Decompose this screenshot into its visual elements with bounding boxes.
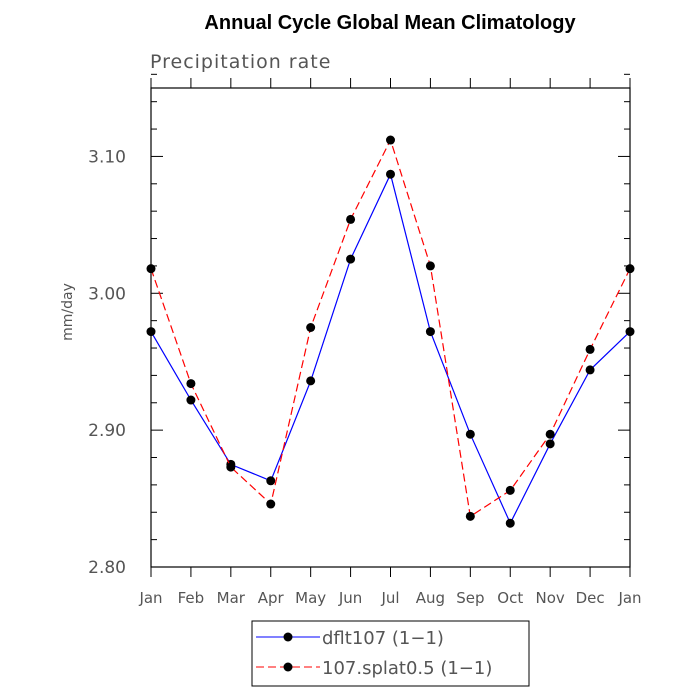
series-1-point [146, 264, 156, 274]
series-1-point [186, 379, 196, 389]
series-1-point [505, 485, 515, 495]
series-0-point [306, 376, 316, 386]
x-tick-label: Aug [416, 589, 445, 607]
y-axis-label: mm/day [60, 283, 76, 341]
legend: dflt107 (1−1) 107.splat0.5 (1−1) [251, 620, 530, 687]
series-0-point [465, 429, 475, 439]
series-1-point [226, 462, 236, 472]
y-tick-label: 2.90 [88, 421, 126, 441]
series-line-0 [150, 172, 631, 525]
legend-label-dflt107: dflt107 (1−1) [322, 628, 444, 649]
legend-box [251, 620, 530, 687]
series-0-point [545, 439, 555, 449]
series-1-point [386, 135, 395, 145]
series-0-point [266, 476, 276, 486]
series-1-point [465, 511, 475, 521]
y-tick-label: 2.80 [88, 558, 126, 578]
series-1-point [425, 261, 435, 271]
series-1-point [625, 264, 635, 274]
x-tick-label: Jan [138, 589, 162, 607]
x-tick-label: Sep [456, 589, 484, 607]
series-1-point [266, 499, 276, 509]
series-0-point [146, 327, 156, 337]
plot-frame [150, 87, 631, 568]
x-tick-label: Feb [178, 589, 205, 607]
x-tick-label: Dec [576, 589, 605, 607]
chart-subtitle: Precipitation rate [150, 51, 331, 73]
x-tick-label: Jan [617, 589, 641, 607]
series-line-1 [150, 138, 631, 518]
series-0-point [346, 254, 356, 264]
series-1-point [545, 429, 555, 439]
series-1-point [306, 323, 316, 332]
axis-ticks [150, 73, 631, 577]
legend-label-splat: 107.splat0.5 (1−1) [322, 658, 492, 679]
chart-title: Annual Cycle Global Mean Climatology [204, 12, 576, 34]
x-tick-label: Apr [258, 589, 285, 607]
x-tick-label: May [295, 589, 326, 607]
series-0-point [505, 518, 515, 528]
x-tick-labels: Jan Feb Mar Apr May Jun Jul Aug Sep Oct Nov Dec Jan [138, 589, 641, 607]
x-tick-label: Mar [217, 589, 246, 607]
series-0-point [386, 169, 395, 179]
series-0-point [186, 395, 196, 405]
series-0-point [585, 365, 595, 375]
x-tick-label: Oct [497, 589, 523, 607]
y-tick-label: 3.00 [88, 284, 126, 304]
legend-marker-splat [283, 662, 293, 672]
series-1-point [585, 344, 595, 354]
legend-marker-dflt107 [283, 632, 293, 642]
y-tick-label: 3.10 [88, 147, 126, 167]
series-0-point [425, 327, 435, 337]
series-0-point [625, 327, 635, 337]
y-tick-labels: 2.80 2.90 3.00 3.10 [88, 147, 126, 578]
series-layer [146, 135, 635, 528]
x-tick-label: Jun [338, 589, 362, 607]
series-1-point [346, 214, 356, 224]
x-tick-label: Jul [380, 589, 399, 607]
x-tick-label: Nov [536, 589, 565, 607]
